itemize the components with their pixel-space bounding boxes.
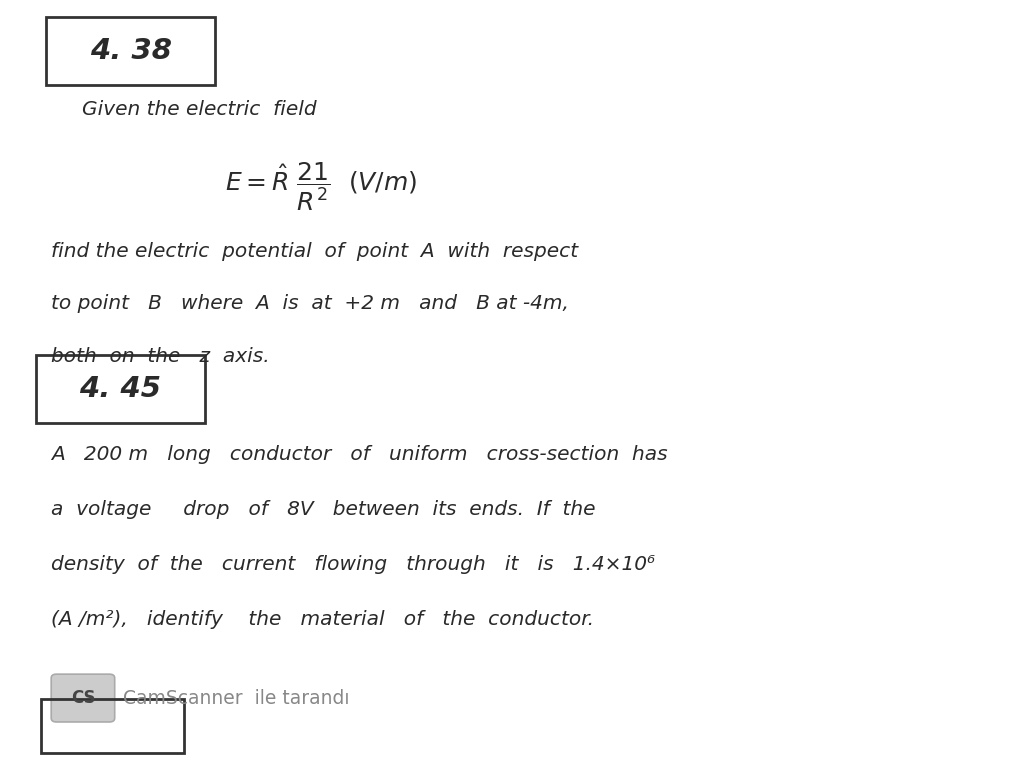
Text: 4. 38: 4. 38 <box>89 37 172 65</box>
Text: (A /m²),   identify    the   material   of   the  conductor.: (A /m²), identify the material of the co… <box>51 610 594 629</box>
Text: CS: CS <box>71 689 95 707</box>
Text: 4. 45: 4. 45 <box>79 375 162 402</box>
Text: density  of  the   current   flowing   through   it   is   1.4×10⁶: density of the current flowing through i… <box>51 555 655 574</box>
Text: both  on  the   z  axis.: both on the z axis. <box>51 347 270 365</box>
Text: find the electric  potential  of  point  A  with  respect: find the electric potential of point A w… <box>51 242 579 261</box>
Text: $E = \hat{R}\ \dfrac{21}{R^2}\ \ (V/m)$: $E = \hat{R}\ \dfrac{21}{R^2}\ \ (V/m)$ <box>225 160 418 213</box>
Text: a  voltage     drop   of   8V   between  its  ends.  If  the: a voltage drop of 8V between its ends. I… <box>51 500 596 519</box>
FancyBboxPatch shape <box>51 674 115 722</box>
Text: A   200 m   long   conductor   of   uniform   cross-section  has: A 200 m long conductor of uniform cross-… <box>51 445 668 464</box>
Text: to point   B   where  A  is  at  +2 m   and   B at -4m,: to point B where A is at +2 m and B at -… <box>51 295 569 313</box>
Text: CamScanner  ile tarandı: CamScanner ile tarandı <box>123 689 349 708</box>
Text: Given the electric  field: Given the electric field <box>82 100 316 120</box>
